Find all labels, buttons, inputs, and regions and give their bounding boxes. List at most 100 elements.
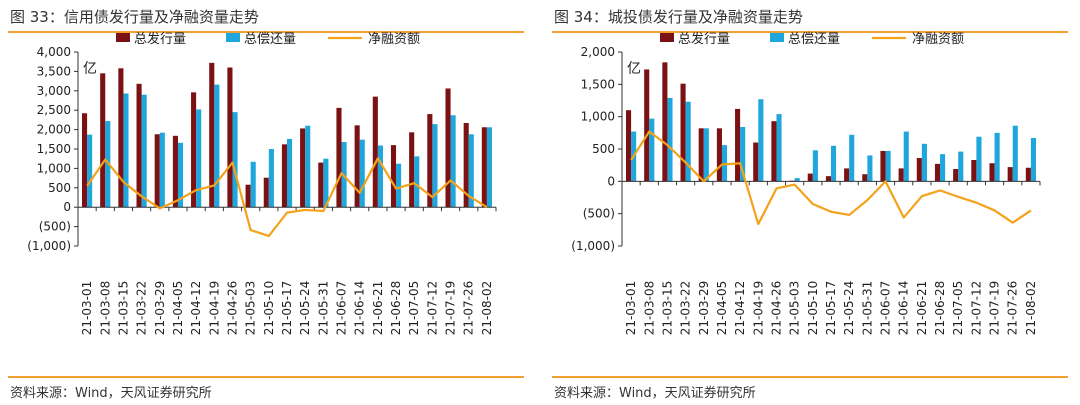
x-tick-label: 21-03-08 <box>98 281 112 335</box>
issuance-bar <box>1007 167 1013 182</box>
x-tick-label: 21-06-07 <box>879 281 893 335</box>
issuance-bar <box>735 108 741 182</box>
issuance-bar <box>862 174 868 182</box>
title-divider <box>552 31 1068 33</box>
issuance-bar <box>698 128 704 182</box>
issuance-bar <box>971 159 977 182</box>
repayment-bar <box>812 150 818 182</box>
x-tick-label: 21-07-26 <box>462 281 476 335</box>
issuance-bar <box>281 144 287 208</box>
issuance-bar <box>154 134 160 208</box>
x-tick-label: 21-07-12 <box>425 281 439 335</box>
x-tick-label: 21-06-21 <box>915 281 929 335</box>
x-tick-label: 21-07-19 <box>444 281 458 335</box>
x-tick-label: 21-05-17 <box>824 281 838 335</box>
repayment-bar <box>177 142 184 208</box>
source-note: 资料来源：Wind，天风证券研究所 <box>10 386 212 401</box>
x-tick-label: 21-06-14 <box>353 281 367 335</box>
issuance-bar <box>354 125 360 208</box>
issuance-bar <box>934 163 941 182</box>
legend-label: 总偿还量 <box>244 32 296 47</box>
repayment-bar <box>87 134 93 208</box>
legend-label: 净融资额 <box>912 32 964 47</box>
x-tick-label: 21-03-29 <box>153 281 167 335</box>
x-tick-label: 21-06-28 <box>933 281 947 335</box>
issuance-bar <box>390 145 397 208</box>
x-tick-label: 21-06-21 <box>371 281 385 335</box>
issuance-bar <box>300 128 306 208</box>
repayment-bar <box>414 156 420 208</box>
repayment-bar <box>323 158 329 208</box>
x-tick-label: 21-03-01 <box>80 281 94 335</box>
x-tick-label: 21-04-12 <box>733 281 747 335</box>
x-tick-label: 21-05-24 <box>298 281 312 335</box>
issuance-bar <box>989 163 995 182</box>
x-tick-label: 21-03-01 <box>624 281 638 335</box>
repayment-bar <box>685 101 691 182</box>
x-tick-label: 21-05-31 <box>860 281 874 335</box>
x-tick-label: 21-05-24 <box>842 281 856 335</box>
issuance-bar <box>898 168 904 182</box>
x-tick-label: 21-08-02 <box>480 281 494 335</box>
repayment-bar <box>703 128 709 182</box>
issuance-bar <box>662 62 668 182</box>
lgfv-bond-chart: (1,000) (500) 0 500 1,000 1,500 2,000 亿 21-03-01… <box>571 31 1041 335</box>
issuance-bar <box>771 121 777 182</box>
x-tick-label: 21-04-26 <box>769 281 783 335</box>
x-tick-label: 21-06-14 <box>897 281 911 335</box>
issuance-bar <box>372 96 378 208</box>
y-tick-label: 500 <box>592 142 615 156</box>
net-financing-line <box>630 130 1032 226</box>
issuance-bar <box>445 88 451 208</box>
y-tick-label: (1,000) <box>27 239 71 253</box>
x-tick-label: 21-06-28 <box>389 281 403 335</box>
repayment-bar <box>976 136 982 182</box>
issuance-bar <box>82 113 88 208</box>
repayment-bar <box>141 94 147 208</box>
issuance-bar <box>807 173 813 182</box>
repayment-bar <box>359 139 365 208</box>
issuance-bar <box>844 168 850 182</box>
issuance-bar <box>227 67 233 208</box>
legend-swatch <box>770 33 784 42</box>
repayment-bar <box>305 125 311 208</box>
issuance-bar <box>427 114 433 208</box>
source-divider <box>8 376 524 378</box>
repayment-bar <box>758 99 764 182</box>
x-tick-label: 21-03-29 <box>697 281 711 335</box>
chart-panel-credit: 图 33：信用债发行量及净融资量走势 (1,000) (500) 0 500 1,000… <box>8 0 528 405</box>
issuance-bar <box>481 127 487 208</box>
issuance-bar <box>753 142 759 182</box>
issuance-bar <box>1025 167 1031 182</box>
repayment-bar <box>867 155 873 182</box>
issuance-bar <box>716 128 722 182</box>
issuance-bar <box>245 184 251 208</box>
repayment-bar <box>123 93 129 208</box>
source-note: 资料来源：Wind，天风证券研究所 <box>554 386 756 401</box>
repayment-bar <box>721 145 728 182</box>
y-tick-label: 1,000 <box>581 110 615 124</box>
x-tick-label: 21-03-15 <box>660 281 674 335</box>
y-tick-label: (1,000) <box>571 239 615 253</box>
x-tick-label: 21-04-19 <box>751 281 765 335</box>
x-tick-label: 21-04-26 <box>225 281 239 335</box>
x-tick-label: 21-07-05 <box>951 281 965 335</box>
credit-bond-chart: (1,000) (500) 0 500 1,000 1,500 2,000 2,500 3,00… <box>27 31 497 335</box>
issuance-bar <box>825 176 831 182</box>
x-tick-label: 21-07-05 <box>407 281 421 335</box>
repayment-bar <box>486 127 492 208</box>
y-tick-label: 500 <box>48 181 71 195</box>
x-tick-label: 21-05-10 <box>262 281 276 335</box>
legend-label: 总偿还量 <box>788 32 840 47</box>
x-tick-label: 21-03-22 <box>679 281 693 335</box>
legend-label: 总发行量 <box>678 31 730 47</box>
y-tick-label: 4,000 <box>37 45 71 59</box>
figure-title: 图 33：信用债发行量及净融资量走势 <box>10 8 259 26</box>
y-tick-label: 2,500 <box>37 103 71 117</box>
y-tick-label: (500) <box>583 207 615 221</box>
repayment-bar <box>667 97 673 182</box>
repayment-bar <box>268 149 274 208</box>
issuance-bar <box>263 177 269 208</box>
repayment-bar <box>940 154 946 182</box>
x-tick-label: 21-04-12 <box>189 281 203 335</box>
